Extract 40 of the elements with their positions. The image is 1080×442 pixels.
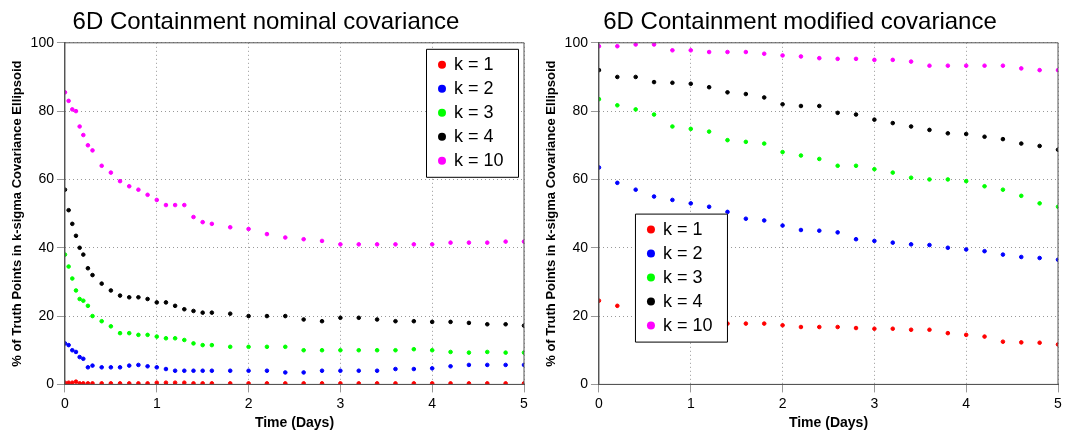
y-tick-label: 60 [572, 170, 589, 187]
y-tick-label: 20 [38, 306, 55, 323]
legend-label: k = 1 [454, 53, 494, 74]
legend-label: k = 10 [454, 149, 504, 170]
x-tick-label: 0 [61, 394, 70, 411]
y-tick-label: 20 [572, 306, 589, 323]
y-tick-label: 100 [30, 33, 55, 50]
x-axis-title: Time (Days) [788, 414, 869, 431]
legend-label: k = 2 [454, 77, 494, 98]
y-tick-label: 40 [38, 238, 55, 255]
y-axis-title: % of Truth Points in k-sigma Covariance Ellipsoid [9, 60, 25, 367]
x-tick-label: 4 [428, 394, 437, 411]
legend-label: k = 2 [662, 242, 703, 263]
legend-label: k = 4 [454, 125, 494, 146]
legend-label: k = 4 [662, 290, 703, 311]
x-tick-label: 4 [962, 394, 971, 411]
x-tick-label: 3 [336, 394, 345, 411]
y-tick-label: 0 [580, 375, 589, 392]
x-axis-title: Time (Days) [254, 414, 335, 431]
x-tick-label: 0 [595, 394, 604, 411]
y-tick-label: 80 [572, 101, 589, 118]
y-tick-label: 40 [572, 238, 589, 255]
chart-title: 6D Containment modified covariance [603, 7, 997, 35]
y-axis-title: % of Truth Points in k-sigma Covariance Ellipsoid [543, 60, 559, 367]
y-tick-label: 0 [46, 375, 55, 392]
x-tick-label: 2 [244, 394, 253, 411]
legend-label: k = 3 [662, 266, 703, 287]
x-tick-label: 2 [778, 394, 787, 411]
y-tick-label: 100 [564, 33, 589, 50]
x-tick-label: 1 [686, 394, 695, 411]
legend-label: k = 1 [662, 218, 703, 239]
x-tick-label: 1 [152, 394, 161, 411]
y-tick-label: 60 [38, 170, 55, 187]
chart-title: 6D Containment nominal covariance [72, 7, 460, 35]
legend-label: k = 10 [662, 314, 713, 335]
legend-label: k = 3 [454, 101, 494, 122]
x-tick-label: 5 [1054, 394, 1063, 411]
x-tick-label: 5 [520, 394, 529, 411]
x-tick-label: 3 [870, 394, 879, 411]
y-tick-label: 80 [38, 101, 55, 118]
